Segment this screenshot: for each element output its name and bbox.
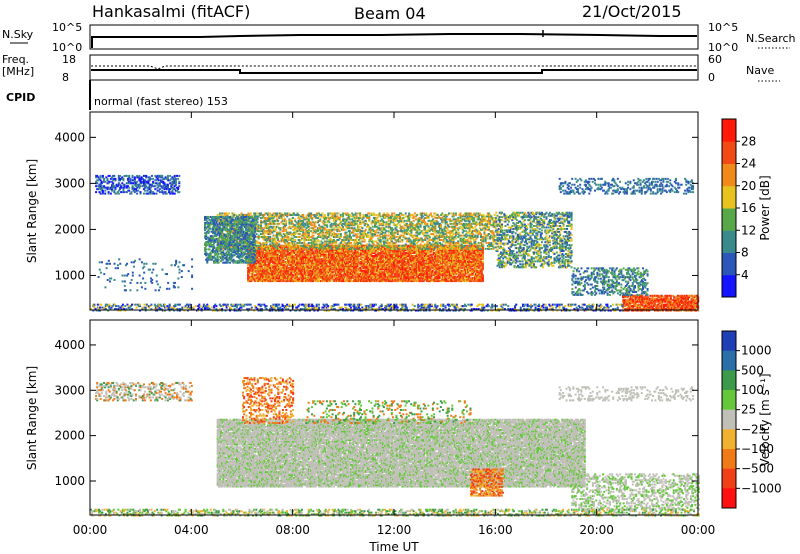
cpid-text: normal (fast stereo) 153: [94, 95, 228, 108]
beam-title: Beam 04: [354, 4, 426, 23]
cpid-label: CPID: [6, 91, 35, 104]
freq-label-2: [MHz]: [2, 65, 34, 78]
freq-tick-top: 18: [62, 53, 76, 66]
freq-trace: [91, 70, 697, 73]
nsearch-tick-top: 10^5: [708, 21, 738, 34]
date-title: 21/Oct/2015: [582, 2, 682, 21]
power-cell: [311, 256, 313, 258]
nave-tick-top: 60: [708, 53, 722, 66]
nave-tick-bottom: 0: [708, 71, 715, 84]
nave-trace: [91, 66, 697, 69]
nsky-tick-top: 10^5: [52, 21, 82, 34]
power-heatmap: [90, 175, 699, 312]
nsky-label: N.Sky: [2, 28, 34, 41]
station-title: Hankasalmi (fitACF): [92, 2, 250, 21]
nave-label: Nave: [746, 64, 774, 77]
nsky-trace: [91, 34, 697, 37]
power-cell: [312, 251, 314, 253]
freq-tick-bottom: 8: [62, 71, 69, 84]
power-cell: [248, 276, 250, 278]
freq-panel-frame: [90, 55, 698, 80]
nsearch-label: N.Search: [746, 32, 796, 45]
radar-figure: Hankasalmi (fitACF) Beam 04 21/Oct/2015 …: [0, 0, 800, 554]
